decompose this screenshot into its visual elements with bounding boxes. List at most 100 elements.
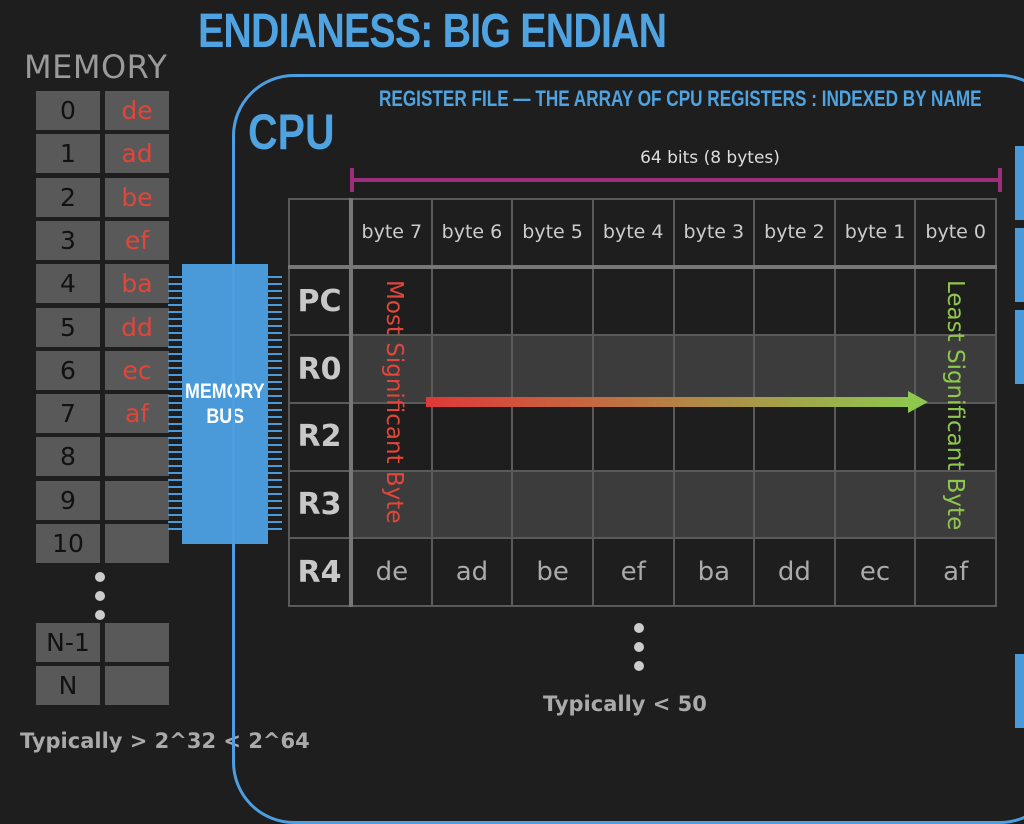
register-byte [591,469,675,540]
byte-header: byte 6 [430,198,514,268]
bits-bracket-line [352,178,1000,182]
register-byte: de [350,537,433,607]
memory-address: 7 [36,394,100,433]
memory-address: 5 [36,308,100,347]
register-byte: ec [833,537,917,607]
register-byte [833,401,917,472]
memory-bus: MEMORY BUS [182,264,268,544]
register-row: R3 [288,469,997,540]
register-byte [833,469,917,540]
register-byte [350,469,433,540]
register-byte: ef [591,537,675,607]
offscreen-block [1015,654,1024,728]
register-name: R4 [288,537,353,607]
memory-address: 4 [36,264,100,303]
register-byte [511,264,594,337]
register-name: R3 [288,469,353,540]
memory-value: af [105,394,169,433]
register-byte: be [511,537,594,607]
bits-width-label: 64 bits (8 bytes) [640,148,780,168]
register-byte [753,469,836,540]
register-row: PC [288,264,997,337]
offscreen-block [1015,146,1024,220]
memory-value [105,481,169,520]
byte-order-arrow [426,397,910,407]
register-byte [430,334,514,404]
register-byte [672,264,756,337]
register-byte [591,264,675,337]
byte-header: byte 4 [591,198,675,268]
memory-address: 8 [36,437,100,476]
register-file-subtitle: REGISTER FILE — THE ARRAY OF CPU REGISTE… [379,86,982,111]
byte-order-arrow-head [908,391,928,413]
memory-address: 2 [36,178,100,217]
memory-address: 10 [36,524,100,563]
register-byte: dd [753,537,836,607]
memory-value: ec [105,351,169,390]
register-byte [511,401,594,472]
memory-value: ba [105,264,169,303]
offscreen-block [1015,310,1024,384]
ellipsis-dot [95,591,105,601]
byte-header: byte 2 [753,198,836,268]
register-byte [511,469,594,540]
register-byte [833,334,917,404]
register-byte [753,334,836,404]
register-name: R2 [288,401,353,472]
bus-pins-right [268,276,282,532]
register-byte [753,264,836,337]
memory-address: 6 [36,351,100,390]
register-byte [511,334,594,404]
bus-label-line1: MEMORY [185,379,265,403]
register-table: byte 7 byte 6 byte 5 byte 4 byte 3 byte 2 byte… [288,198,997,607]
register-byte [672,469,756,540]
register-row: R0 [288,334,997,404]
register-byte [350,264,433,337]
table-corner [288,198,353,268]
memory-value: de [105,91,169,130]
memory-address: 3 [36,221,100,260]
register-byte [672,401,756,472]
memory-value [105,666,169,705]
register-byte [350,334,433,404]
register-byte [430,469,514,540]
register-byte [591,334,675,404]
memory-address: 9 [36,481,100,520]
offscreen-block [1015,228,1024,302]
memory-value: ef [105,221,169,260]
ellipsis-dot [634,623,644,633]
ellipsis-dot [95,572,105,582]
register-byte: ba [672,537,756,607]
memory-label: MEMORY [24,48,168,86]
ellipsis-dot [95,610,105,620]
byte-header: byte 7 [350,198,433,268]
memory-value [105,524,169,563]
register-byte [914,469,997,540]
register-byte: af [914,537,997,607]
register-byte [914,264,997,337]
lsb-label: Least Significant Byte [942,280,968,531]
byte-header: byte 1 [833,198,917,268]
memory-footnote: Typically > 2^32 < 2^64 [20,729,310,753]
memory-value: dd [105,308,169,347]
register-byte [430,401,514,472]
register-byte: ad [430,537,514,607]
page-title: ENDIANESS: BIG ENDIAN [198,5,667,58]
ellipsis-dot [634,661,644,671]
memory-value: ad [105,134,169,173]
register-byte [350,401,433,472]
msb-label: Most Significant Byte [381,280,407,524]
memory-address: 0 [36,91,100,130]
byte-header: byte 0 [914,198,997,268]
memory-address: 1 [36,134,100,173]
register-row: R2 [288,401,997,472]
register-byte [833,264,917,337]
register-byte [430,264,514,337]
register-byte [914,401,997,472]
memory-value [105,623,169,662]
register-footnote: Typically < 50 [543,692,707,716]
memory-value [105,437,169,476]
register-name: PC [288,264,353,337]
cpu-label: CPU [248,104,335,160]
byte-header: byte 3 [672,198,756,268]
